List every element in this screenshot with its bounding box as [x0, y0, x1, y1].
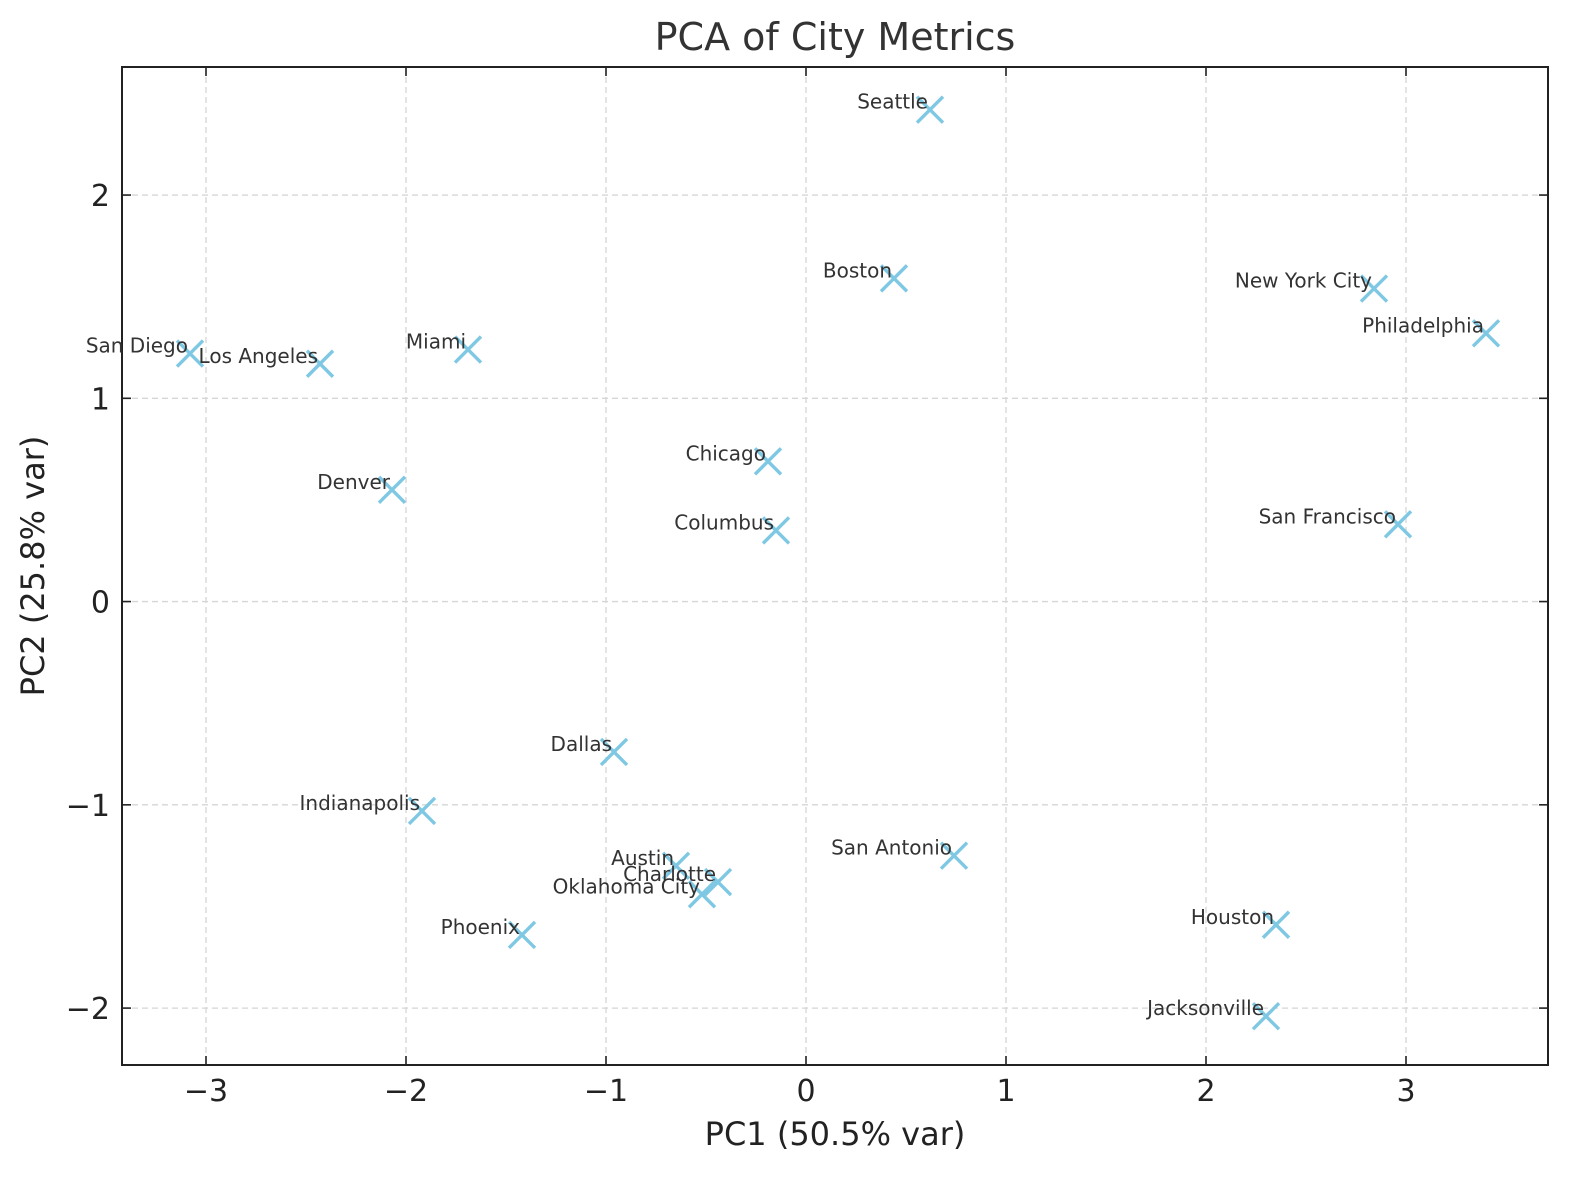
y-tick-label: 0: [91, 586, 110, 621]
x-marker-stroke: [915, 95, 945, 124]
point-label: Jacksonville: [1145, 996, 1264, 1020]
x-marker-stroke: [305, 349, 335, 378]
x-marker-stroke: [879, 264, 909, 293]
data-point: Houston: [1191, 905, 1291, 939]
x-marker-stroke: [661, 851, 691, 881]
data-point: Miami: [406, 330, 483, 364]
point-label: Indianapolis: [300, 791, 420, 815]
data-point: Seattle: [857, 90, 945, 124]
y-tick-label: −1: [66, 789, 110, 824]
axis-ticks: −3 −2 −1 0 1 2 3 −2 −1 0 1 2: [66, 67, 1548, 1109]
y-tick-label: −2: [66, 992, 110, 1027]
x-marker-stroke: [703, 867, 733, 897]
chart-title: PCA of City Metrics: [655, 15, 1016, 59]
data-point: Charlotte: [623, 862, 733, 897]
point-label: Houston: [1191, 905, 1274, 929]
x-marker-stroke: [753, 447, 783, 476]
point-label: Los Angeles: [199, 344, 318, 368]
data-point: Dallas: [551, 732, 629, 767]
data-points: Seattle Boston New York City Philadelphia Sa…: [86, 90, 1501, 1031]
point-label: Dallas: [551, 732, 612, 756]
data-point: Austin: [611, 846, 691, 881]
x-marker-stroke: [599, 737, 629, 767]
y-axis-label: PC2 (25.8% var): [14, 436, 52, 697]
x-marker-stroke: [1359, 274, 1389, 303]
point-label: San Francisco: [1259, 504, 1396, 528]
data-point: Oklahoma City: [553, 874, 717, 909]
data-point: Philadelphia: [1362, 313, 1501, 348]
data-point: Indianapolis: [300, 791, 437, 826]
x-tick-label: 2: [1196, 1074, 1215, 1109]
x-axis-label: PC1 (50.5% var): [705, 1115, 966, 1153]
point-label: Denver: [317, 470, 391, 494]
point-label: Seattle: [857, 90, 928, 114]
data-point: New York City: [1235, 269, 1389, 303]
point-label: Austin: [611, 846, 674, 870]
data-point: Columbus: [674, 510, 791, 545]
point-label: Oklahoma City: [553, 874, 701, 898]
x-tick-label: 1: [996, 1074, 1015, 1109]
data-point: Los Angeles: [199, 344, 335, 378]
x-marker-stroke: [377, 475, 407, 504]
point-label: Philadelphia: [1362, 313, 1484, 337]
x-marker-stroke: [407, 796, 437, 826]
y-tick-label: 2: [91, 179, 110, 214]
x-marker-stroke: [1471, 319, 1501, 348]
point-label: Boston: [823, 258, 892, 282]
point-label: Miami: [406, 330, 466, 354]
x-tick-label: −1: [584, 1074, 628, 1109]
x-marker-stroke: [687, 880, 717, 909]
data-point: Jacksonville: [1145, 996, 1281, 1031]
point-label: San Antonio: [831, 836, 952, 860]
grid: [122, 67, 1548, 1065]
point-label: Chicago: [686, 441, 766, 465]
data-point: San Francisco: [1259, 504, 1413, 539]
x-marker-stroke: [1251, 1002, 1281, 1031]
x-marker-stroke: [1383, 510, 1413, 539]
x-marker-stroke: [507, 920, 537, 950]
point-label: Columbus: [674, 510, 774, 534]
x-marker-stroke: [1261, 910, 1291, 939]
data-point: San Diego: [86, 334, 205, 368]
point-label: New York City: [1235, 269, 1372, 293]
plot-area-frame: [121, 66, 1549, 1066]
data-point: Denver: [317, 470, 407, 504]
x-tick-label: 3: [1396, 1074, 1415, 1109]
x-tick-label: −3: [184, 1074, 228, 1109]
data-point: Phoenix: [441, 915, 537, 950]
point-label: Phoenix: [441, 915, 521, 939]
x-tick-label: −2: [384, 1074, 428, 1109]
point-label: Charlotte: [623, 862, 716, 886]
point-label: San Diego: [86, 334, 188, 358]
x-marker-stroke: [175, 339, 205, 368]
data-point: San Antonio: [831, 836, 969, 870]
x-marker-stroke: [453, 335, 483, 364]
x-tick-label: 0: [796, 1074, 815, 1109]
x-marker-stroke: [761, 516, 791, 545]
y-tick-label: 1: [91, 382, 110, 417]
data-point: Boston: [823, 258, 909, 293]
data-point: Chicago: [686, 441, 783, 476]
x-marker-stroke: [939, 841, 969, 870]
